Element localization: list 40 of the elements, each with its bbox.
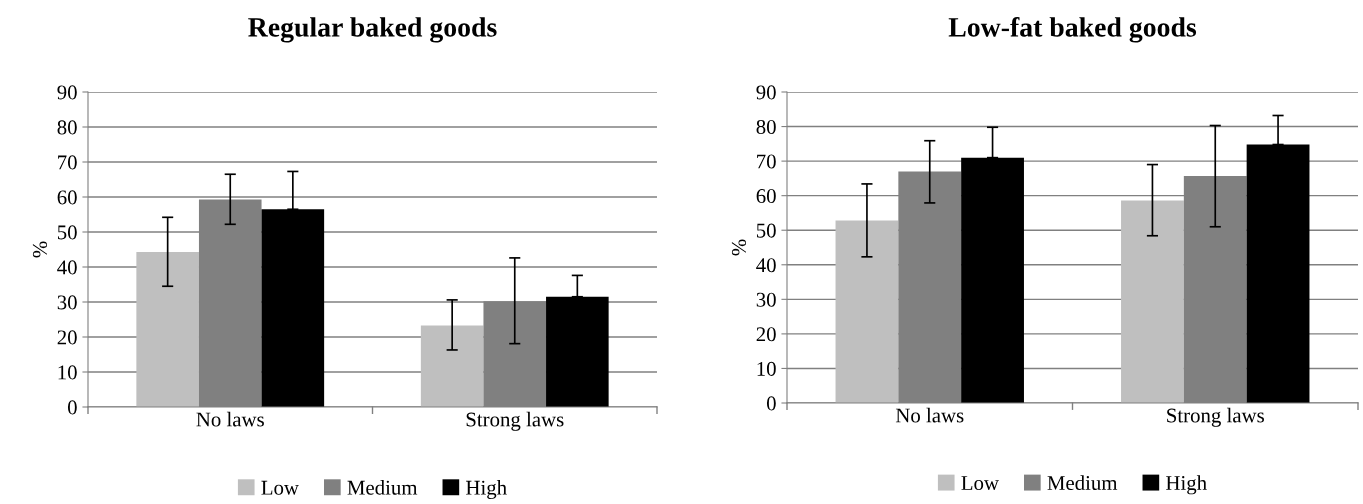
y-tick-label: 70 — [58, 155, 77, 170]
bar — [261, 209, 325, 407]
y-tick-label: 80 — [57, 120, 77, 135]
legend-label: High — [466, 480, 507, 499]
y-tick-label: 50 — [756, 223, 776, 238]
y-tick-label: 30 — [756, 292, 776, 307]
y-tick-label: 20 — [756, 327, 776, 342]
y-axis-title: % — [32, 241, 48, 258]
y-tick-label: 70 — [757, 154, 776, 169]
legend-label: Medium — [1047, 475, 1118, 491]
y-axis-title: % — [731, 239, 747, 256]
legend-label: Low — [961, 476, 999, 491]
bar — [546, 296, 609, 407]
bar — [835, 220, 899, 403]
bar — [420, 325, 484, 407]
chart-title: Regular baked goods — [248, 17, 497, 43]
bar — [1121, 200, 1184, 403]
bar — [136, 251, 199, 407]
chart-title: Low-fat baked goods — [948, 16, 1197, 43]
y-tick-label: 80 — [756, 119, 776, 134]
y-tick-label: 40 — [57, 260, 77, 275]
y-tick-label: 10 — [757, 361, 776, 376]
y-tick-label: 40 — [756, 258, 776, 273]
y-tick-label: 10 — [58, 365, 77, 380]
x-tick-label: Strong laws — [1167, 407, 1264, 427]
legend-label: High — [1166, 475, 1207, 495]
legend-label: Low — [261, 480, 299, 495]
x-tick-label: No laws — [895, 407, 964, 423]
legend-label: Medium — [347, 480, 418, 495]
y-tick-label: 90 — [57, 85, 77, 100]
y-tick-label: 60 — [756, 189, 776, 204]
y-tick-label: 0 — [67, 400, 77, 415]
x-tick-label: Strong laws — [466, 411, 564, 431]
y-tick-label: 50 — [57, 225, 77, 240]
x-tick-label: No laws — [196, 411, 264, 427]
y-tick-label: 90 — [756, 85, 776, 100]
y-tick-label: 60 — [57, 190, 77, 205]
y-tick-label: 20 — [57, 330, 77, 345]
y-tick-label: 30 — [57, 295, 77, 310]
y-tick-label: 0 — [766, 396, 776, 411]
